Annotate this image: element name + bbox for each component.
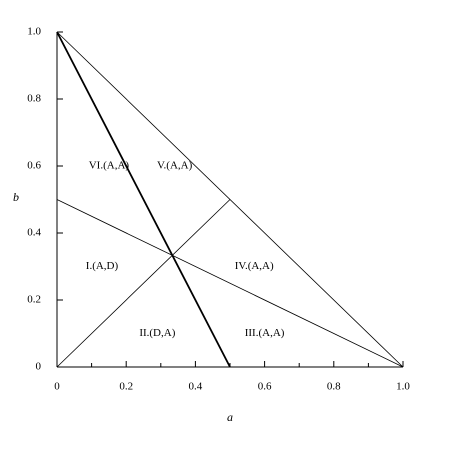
line — [56, 199, 231, 368]
x-tick-label: 0.4 — [189, 381, 203, 393]
region-label: IV.(A,A) — [235, 260, 274, 272]
y-axis-label: b — [13, 190, 19, 204]
y-tick-label: 1.0 — [27, 26, 41, 38]
line — [56, 31, 231, 368]
y-tick-label: 0.6 — [27, 160, 41, 172]
y-tick-label: 0.2 — [27, 294, 41, 306]
y-tick-label: 0.8 — [27, 93, 41, 105]
x-tick-label: 0.8 — [327, 381, 341, 393]
region-label: III.(A,A) — [245, 327, 285, 339]
line — [56, 199, 404, 368]
region-label: I.(A,D) — [86, 260, 119, 272]
region-label: II.(D,A) — [139, 327, 175, 339]
y-tick-label: 0 — [36, 361, 42, 373]
x-tick-label: 1.0 — [396, 381, 410, 393]
x-tick-label: 0.6 — [258, 381, 272, 393]
y-tick-label: 0.4 — [27, 227, 41, 239]
x-tick-label: 0 — [54, 381, 60, 393]
region-label: V.(A,A) — [157, 160, 193, 172]
x-axis-label: a — [227, 410, 233, 424]
region-label: VI.(A,A) — [89, 160, 130, 172]
x-tick-label: 0.2 — [119, 381, 133, 393]
